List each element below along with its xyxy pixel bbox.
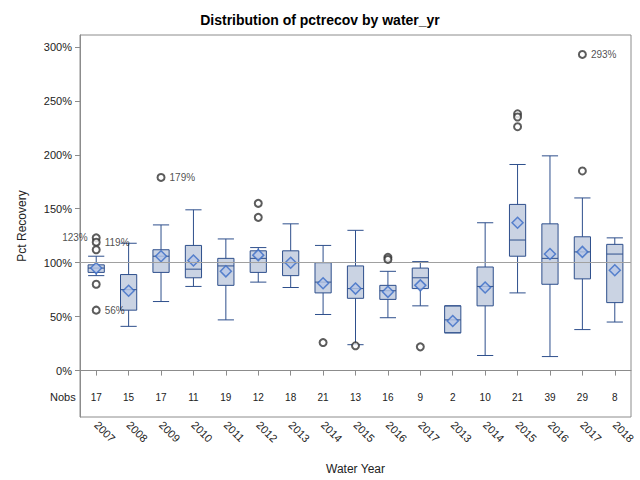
svg-text:300%: 300% xyxy=(44,41,72,53)
svg-text:Pct Recovery: Pct Recovery xyxy=(15,190,29,261)
svg-text:19: 19 xyxy=(220,392,232,403)
svg-text:0%: 0% xyxy=(56,365,72,377)
svg-text:10: 10 xyxy=(480,392,492,403)
svg-text:2017: 2017 xyxy=(416,419,442,445)
svg-text:2016: 2016 xyxy=(384,419,410,445)
svg-text:2014: 2014 xyxy=(319,419,345,445)
svg-text:2011: 2011 xyxy=(222,419,247,444)
svg-text:123%: 123% xyxy=(62,232,88,243)
svg-text:200%: 200% xyxy=(44,149,72,161)
svg-text:Distribution of pctrecov by wa: Distribution of pctrecov by water_yr xyxy=(200,12,440,28)
svg-text:21: 21 xyxy=(512,392,524,403)
svg-text:293%: 293% xyxy=(591,49,617,60)
svg-text:29: 29 xyxy=(577,392,589,403)
svg-text:11: 11 xyxy=(188,392,199,403)
svg-text:17: 17 xyxy=(91,392,103,403)
svg-text:2009: 2009 xyxy=(157,419,183,445)
svg-text:39: 39 xyxy=(544,392,556,403)
svg-text:Nobs: Nobs xyxy=(50,391,76,403)
svg-text:9: 9 xyxy=(418,392,424,403)
svg-text:2: 2 xyxy=(450,392,456,403)
svg-text:2015: 2015 xyxy=(513,419,539,445)
svg-text:2007: 2007 xyxy=(92,419,118,445)
svg-text:2008: 2008 xyxy=(124,419,150,445)
svg-text:Water Year: Water Year xyxy=(326,462,385,476)
svg-text:2016: 2016 xyxy=(546,419,572,445)
svg-text:2018: 2018 xyxy=(611,419,637,445)
svg-text:17: 17 xyxy=(155,392,167,403)
svg-text:179%: 179% xyxy=(170,172,196,183)
svg-text:13: 13 xyxy=(350,392,362,403)
svg-text:2013: 2013 xyxy=(286,419,312,445)
svg-text:150%: 150% xyxy=(44,203,72,215)
svg-text:2014: 2014 xyxy=(481,419,507,445)
svg-text:18: 18 xyxy=(285,392,297,403)
svg-text:15: 15 xyxy=(123,392,135,403)
svg-text:21: 21 xyxy=(318,392,330,403)
svg-text:2017: 2017 xyxy=(578,419,604,445)
svg-text:2012: 2012 xyxy=(254,419,280,445)
svg-text:2013: 2013 xyxy=(448,419,474,445)
svg-text:2010: 2010 xyxy=(189,419,215,445)
svg-text:50%: 50% xyxy=(50,311,72,323)
svg-text:56%: 56% xyxy=(105,305,125,316)
svg-text:16: 16 xyxy=(382,392,394,403)
svg-text:100%: 100% xyxy=(44,257,72,269)
svg-text:12: 12 xyxy=(253,392,265,403)
svg-text:250%: 250% xyxy=(44,95,72,107)
svg-text:8: 8 xyxy=(612,392,618,403)
svg-text:2015: 2015 xyxy=(351,419,377,445)
svg-text:119%: 119% xyxy=(105,237,130,248)
